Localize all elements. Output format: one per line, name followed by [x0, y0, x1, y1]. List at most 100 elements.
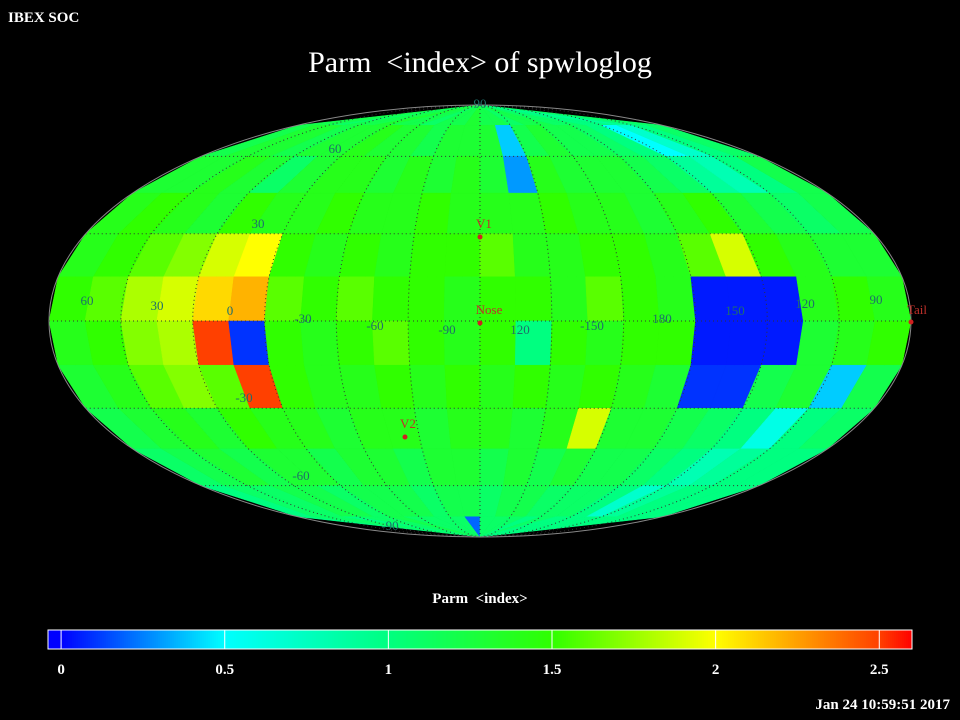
colorbar-segment: [102, 630, 105, 649]
map-cell: [479, 364, 516, 409]
colorbar-segment: [226, 630, 229, 649]
colorbar-segment: [318, 630, 321, 649]
colorbar-segment: [76, 630, 79, 649]
colorbar-tick-label: 2: [712, 662, 720, 678]
colorbar-segment: [826, 630, 829, 649]
map-cell: [373, 516, 481, 537]
colorbar-segment: [104, 630, 107, 649]
colorbar-segment: [640, 630, 643, 649]
colorbar-segment: [84, 630, 87, 649]
colorbar-segment: [886, 630, 889, 649]
colorbar-segment: [342, 630, 345, 649]
colorbar-segment: [626, 630, 629, 649]
colorbar-tick-label: 1.5: [543, 662, 562, 678]
colorbar-segment: [294, 630, 297, 649]
colorbar-segment: [688, 630, 691, 649]
map-cell: [192, 320, 235, 366]
colorbar-segment: [434, 630, 437, 649]
grid-label: 150: [725, 303, 745, 318]
colorbar-segment: [730, 630, 733, 649]
colorbar-segment: [52, 630, 55, 649]
colorbar-segment: [278, 630, 281, 649]
colorbar-segment: [636, 630, 639, 649]
colorbar-segment: [530, 630, 533, 649]
colorbar-segment: [706, 630, 709, 649]
colorbar-segment: [576, 630, 579, 649]
colorbar-segment: [380, 630, 383, 649]
colorbar-segment: [488, 630, 491, 649]
colorbar-segment: [514, 630, 517, 649]
grid-label: -150: [580, 318, 604, 333]
colorbar-segment: [866, 630, 869, 649]
colorbar-segment: [454, 630, 457, 649]
colorbar-segment: [630, 630, 633, 649]
colorbar-segment: [210, 630, 213, 649]
colorbar-segment: [844, 630, 847, 649]
colorbar-segment: [158, 630, 161, 649]
map-cell: [312, 516, 481, 537]
map-cell: [444, 233, 481, 278]
colorbar-segment: [448, 630, 451, 649]
colorbar-segment: [184, 630, 187, 649]
colorbar-segment: [518, 630, 521, 649]
colorbar-segment: [252, 630, 255, 649]
colorbar-segment: [358, 630, 361, 649]
colorbar-segment: [398, 630, 401, 649]
colorbar-segment: [608, 630, 611, 649]
colorbar-segment: [582, 630, 585, 649]
colorbar-segment: [522, 630, 525, 649]
colorbar-segment: [288, 630, 291, 649]
colorbar-segment: [472, 630, 475, 649]
colorbar-segment: [782, 630, 785, 649]
colorbar-tick-label: 1: [385, 662, 393, 678]
colorbar-segment: [464, 630, 467, 649]
colorbar-segment: [330, 630, 333, 649]
colorbar-segment: [822, 630, 825, 649]
colorbar-segment: [200, 630, 203, 649]
colorbar-segment: [476, 630, 479, 649]
colorbar-segment: [504, 630, 507, 649]
colorbar-segment: [532, 630, 535, 649]
colorbar-segment: [248, 630, 251, 649]
colorbar-segment: [122, 630, 125, 649]
colorbar-segment: [128, 630, 131, 649]
colorbar-segment: [474, 630, 477, 649]
colorbar-segment: [778, 630, 781, 649]
colorbar-segment: [516, 630, 519, 649]
colorbar-segment: [644, 630, 647, 649]
colorbar-segment: [412, 630, 415, 649]
colorbar-segment: [718, 630, 721, 649]
colorbar-segment: [864, 630, 867, 649]
header: IBEX SOC: [8, 10, 79, 26]
colorbar-segment: [352, 630, 355, 649]
colorbar-segment: [882, 630, 885, 649]
map-cell: [156, 320, 200, 366]
colorbar-segment: [180, 630, 183, 649]
colorbar-segment: [784, 630, 787, 649]
colorbar-segment: [422, 630, 425, 649]
colorbar-segment: [776, 630, 779, 649]
map-cells: [49, 105, 911, 537]
colorbar-segment: [312, 630, 315, 649]
colorbar-segment: [174, 630, 177, 649]
colorbar-segment: [308, 630, 311, 649]
map-cell: [512, 233, 551, 278]
colorbar-segment: [420, 630, 423, 649]
colorbar-segment: [546, 630, 549, 649]
colorbar-segment: [862, 630, 865, 649]
colorbar-segment: [832, 630, 835, 649]
grid-label: 120: [510, 322, 530, 337]
colorbar-segment: [846, 630, 849, 649]
colorbar-segment: [382, 630, 385, 649]
grid-label: 90: [870, 292, 883, 307]
map-cell: [446, 408, 481, 450]
grid-label: 60: [329, 141, 342, 156]
colorbar-segment: [444, 630, 447, 649]
colorbar-segment: [872, 630, 875, 649]
colorbar-segment: [54, 630, 57, 649]
colorbar-segment: [580, 630, 583, 649]
colorbar-segment: [220, 630, 223, 649]
colorbar-segment: [134, 630, 137, 649]
colorbar-segment: [136, 630, 139, 649]
colorbar-segment: [266, 630, 269, 649]
